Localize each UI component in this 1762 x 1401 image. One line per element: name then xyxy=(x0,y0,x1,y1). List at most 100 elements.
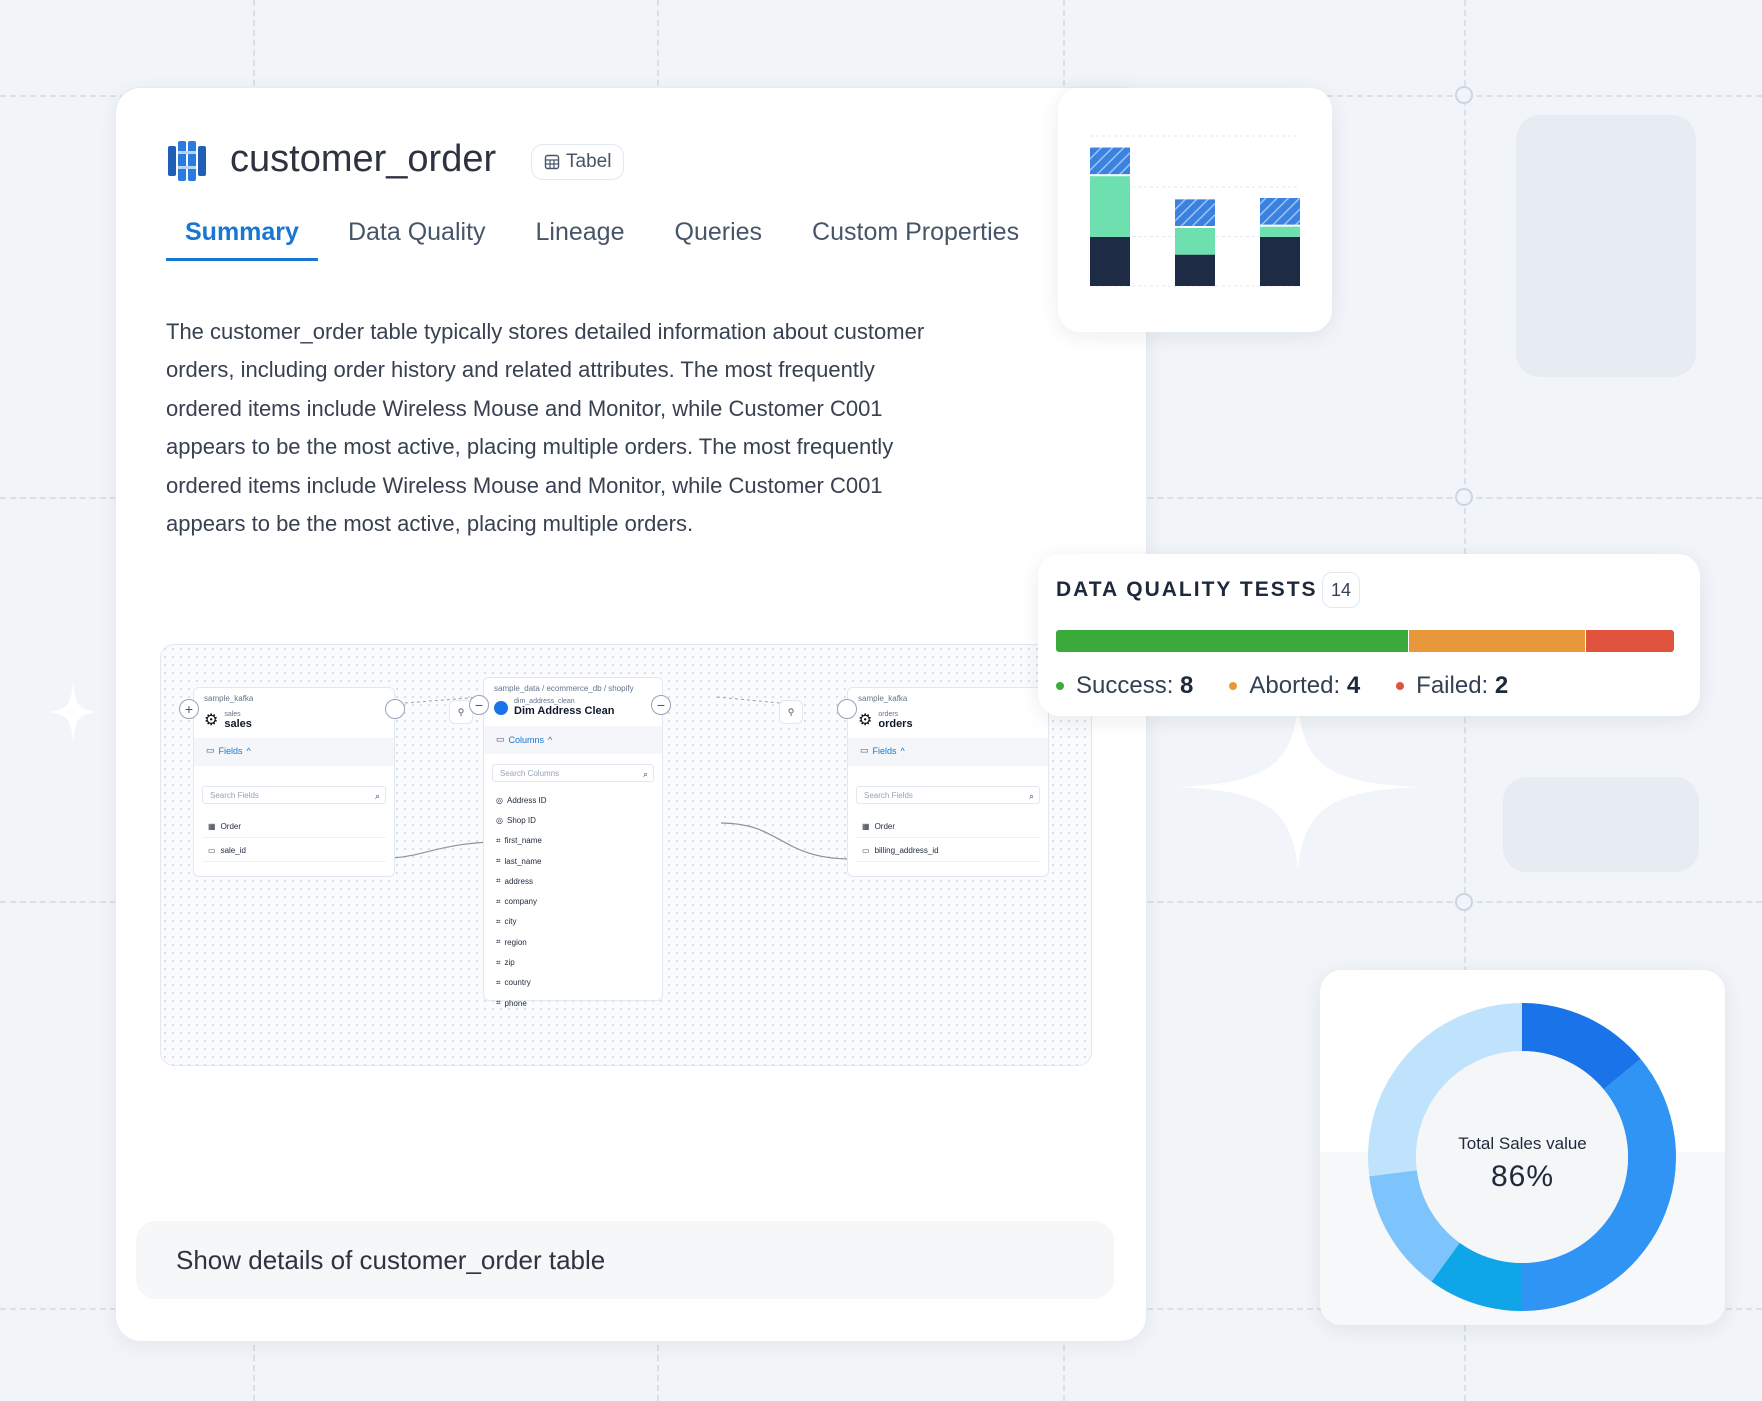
column-icon: ⌗ xyxy=(496,998,501,1008)
collapse-upstream-button[interactable]: − xyxy=(469,695,489,715)
donut-slice xyxy=(1369,1170,1460,1282)
donut-label: Total Sales value xyxy=(1458,1134,1587,1153)
column-row[interactable]: ⌗ region xyxy=(496,937,527,947)
lineage-edge-icon[interactable]: ⚲ xyxy=(779,700,803,724)
node-handle[interactable] xyxy=(837,699,857,719)
column-row[interactable]: ⌗ company xyxy=(496,896,537,907)
field-row[interactable]: ▭ sale_id xyxy=(202,840,386,862)
chevron-up-icon: ^ xyxy=(246,745,251,756)
table-icon: ▦ xyxy=(862,822,870,831)
bar-segment xyxy=(1175,199,1215,226)
column-row[interactable]: ⌗ last_name xyxy=(496,856,542,866)
lineage-node-sales[interactable]: sample_kafka ⚙ sales sales ▭ Fields ^ Searc… xyxy=(193,687,395,877)
prompt-input[interactable]: Show details of customer_order table xyxy=(136,1221,1114,1299)
expand-upstream-button[interactable]: + xyxy=(179,699,199,719)
table-type-badge: Tabel xyxy=(531,144,625,180)
column-row[interactable]: ⌗ first_name xyxy=(496,835,542,846)
lineage-node-dim-address-clean[interactable]: sample_data / ecommerce_db / shopify dim… xyxy=(483,677,663,1008)
dq-legend: Success: 8 Aborted: 4 Failed: 2 xyxy=(1056,672,1508,700)
column-icon: ⌗ xyxy=(496,977,501,987)
search-columns-input[interactable]: Search Columns ⌕ xyxy=(492,764,654,782)
bar-segment xyxy=(1175,228,1215,255)
status-dot xyxy=(1396,682,1405,690)
columns-toggle[interactable]: ▭ Columns ^ xyxy=(496,734,553,745)
ghost-card xyxy=(1503,777,1699,872)
node-breadcrumb: sample_kafka xyxy=(204,694,254,703)
field-row[interactable]: ▦ Order xyxy=(856,816,1040,838)
column-icon: ⌗ xyxy=(496,835,501,845)
donut-slice xyxy=(1368,1003,1522,1177)
dq-progress-bar xyxy=(1056,630,1674,652)
tab-bar: Summary Data Quality Lineage Queries Cus… xyxy=(166,218,1069,261)
tab-data-quality[interactable]: Data Quality xyxy=(347,218,486,246)
bar-chart-card xyxy=(1058,88,1332,332)
bigquery-icon xyxy=(494,700,508,715)
badge-label: Tabel xyxy=(566,151,612,172)
aborted-segment xyxy=(1408,630,1585,652)
search-fields-input[interactable]: Search Fields ⌕ xyxy=(202,786,386,804)
donut-hole xyxy=(1416,1051,1628,1263)
column-icon: ⌗ xyxy=(496,896,501,906)
key-icon: ◎ xyxy=(496,815,503,825)
legend-success: Success: 8 xyxy=(1056,672,1193,700)
tab-summary[interactable]: Summary xyxy=(166,218,318,261)
page-title: customer_order xyxy=(230,138,497,180)
tab-queries[interactable]: Queries xyxy=(674,218,763,246)
ghost-card xyxy=(1516,115,1696,377)
node-breadcrumb: sample_kafka xyxy=(858,694,908,703)
tab-lineage[interactable]: Lineage xyxy=(535,218,625,246)
node-name: orders xyxy=(878,717,913,730)
column-row[interactable]: ⌗ country xyxy=(496,977,531,988)
node-name: sales xyxy=(224,717,252,730)
node-subtitle: sales xyxy=(224,710,241,718)
bar-segment xyxy=(1090,176,1130,237)
key-icon: ◎ xyxy=(496,795,503,805)
kafka-icon: ⚙ xyxy=(858,712,873,729)
node-name: Dim Address Clean xyxy=(514,705,615,717)
kafka-icon: ⚙ xyxy=(204,712,219,729)
tab-custom-properties[interactable]: Custom Properties xyxy=(812,218,1020,246)
stacked-bar-chart xyxy=(1090,135,1300,287)
column-list: ◎ Address ID ◎ Shop ID ⌗ first_name ⌗ last_n… xyxy=(492,790,654,1013)
column-icon: ⌗ xyxy=(496,937,501,947)
column-row[interactable]: ⌗ city xyxy=(496,916,517,927)
donut-slice xyxy=(1522,1058,1676,1311)
column-row[interactable]: ⌗ zip xyxy=(496,957,515,968)
folder-icon: ▭ xyxy=(860,745,869,755)
column-row[interactable]: ◎ Address ID xyxy=(496,795,547,805)
field-row[interactable]: ▭ billing_address_id xyxy=(856,840,1040,862)
bar-segment xyxy=(1175,254,1215,286)
sparkle-icon xyxy=(48,682,98,742)
bar-segment xyxy=(1260,226,1300,237)
table-detail-card: customer_order Tabel Summary Data Qualit… xyxy=(115,87,1147,1342)
node-handle[interactable] xyxy=(385,699,405,719)
grid-node xyxy=(1455,488,1473,506)
bar-segment xyxy=(1090,236,1130,286)
database-table-icon xyxy=(168,141,206,181)
chevron-up-icon: ^ xyxy=(548,734,553,745)
search-icon: ⌕ xyxy=(374,791,380,801)
column-row[interactable]: ⌗ address xyxy=(496,876,533,886)
lineage-diagram[interactable]: ⚲ ⚲ sample_kafka ⚙ sales sales ▭ Fields ^ S… xyxy=(160,644,1092,1066)
field-icon: ▭ xyxy=(862,846,870,855)
column-row[interactable]: ◎ Shop ID xyxy=(496,815,536,825)
node-subtitle: orders xyxy=(878,710,899,718)
field-row[interactable]: ▦ Order xyxy=(202,816,386,838)
collapse-downstream-button[interactable]: − xyxy=(651,695,671,715)
donut-slice xyxy=(1431,1242,1522,1311)
fields-toggle[interactable]: ▭ Fields ^ xyxy=(860,745,905,756)
column-icon: ⌗ xyxy=(496,916,501,926)
legend-aborted: Aborted: 4 xyxy=(1229,672,1360,700)
node-subtitle: dim_address_clean xyxy=(514,698,575,705)
grid-node xyxy=(1455,893,1473,911)
column-row[interactable]: ⌗ phone xyxy=(496,998,527,1008)
fields-toggle[interactable]: ▭ Fields ^ xyxy=(206,745,251,756)
columns-icon: ▭ xyxy=(496,734,505,744)
donut-value: 86% xyxy=(1490,1160,1555,1193)
search-fields-input[interactable]: Search Fields ⌕ xyxy=(856,786,1040,804)
donut-chart xyxy=(1368,1003,1676,1311)
lineage-node-orders[interactable]: sample_kafka ⚙ orders orders ▭ Fields ^ Sea… xyxy=(847,687,1049,877)
legend-failed: Failed: 2 xyxy=(1396,672,1508,700)
table-icon: ▦ xyxy=(208,822,216,831)
chevron-up-icon: ^ xyxy=(900,745,905,756)
